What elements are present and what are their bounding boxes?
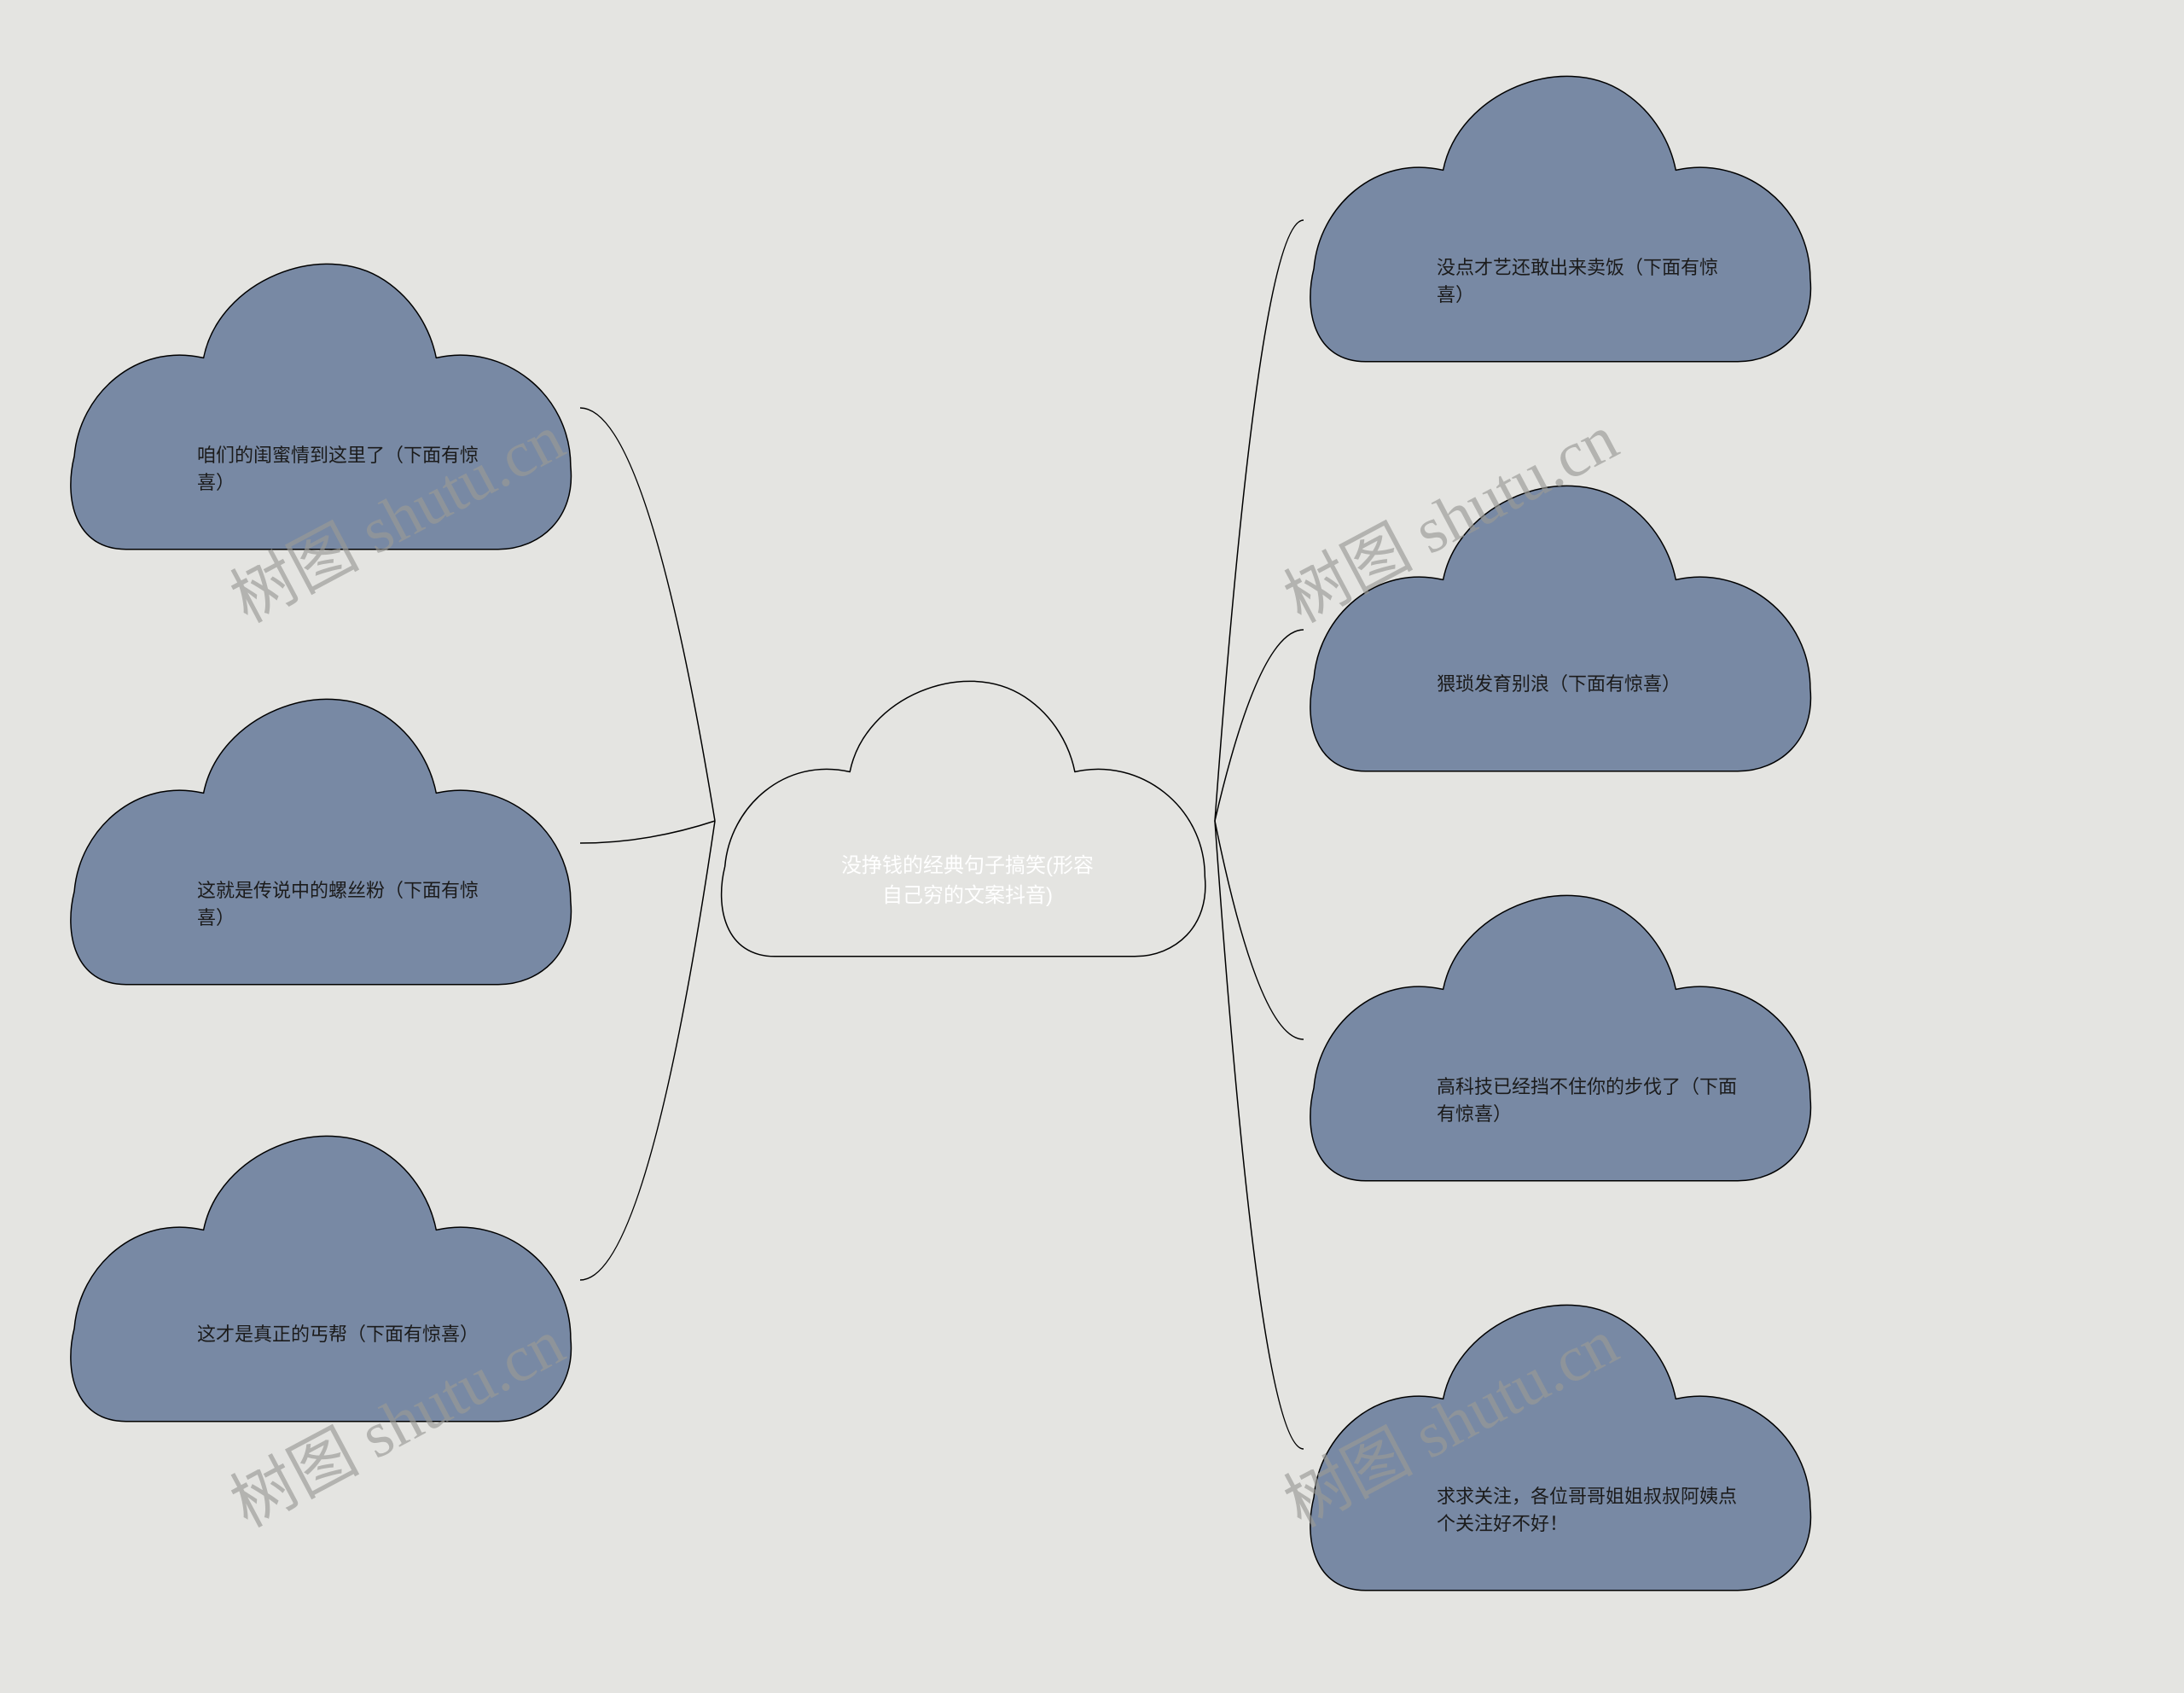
mindmap-center-node: 没挣钱的经典句子搞笑(形容自己穷的文案抖音): [715, 657, 1215, 981]
node-label: 这才是真正的丐帮（下面有惊喜）: [197, 1321, 506, 1348]
mindmap-node: 没点才艺还敢出来卖饭（下面有惊喜）: [1304, 51, 1821, 387]
mindmap-node: 求求关注，各位哥哥姐姐叔叔阿姨点个关注好不好！: [1304, 1280, 1821, 1616]
node-label: 咱们的闺蜜情到这里了（下面有惊喜）: [197, 442, 506, 497]
node-label: 求求关注，各位哥哥姐姐叔叔阿姨点个关注好不好！: [1437, 1483, 1745, 1538]
mindmap-node: 咱们的闺蜜情到这里了（下面有惊喜）: [64, 239, 581, 575]
center-node-label: 没挣钱的经典句子搞笑(形容自己穷的文案抖音): [833, 852, 1102, 911]
mindmap-node: 这才是真正的丐帮（下面有惊喜）: [64, 1111, 581, 1447]
mindmap-node: 这就是传说中的螺丝粉（下面有惊喜）: [64, 674, 581, 1010]
mindmap-node: 猥琐发育别浪（下面有惊喜）: [1304, 461, 1821, 797]
mindmap-canvas: 没挣钱的经典句子搞笑(形容自己穷的文案抖音) 咱们的闺蜜情到这里了（下面有惊喜） 这…: [0, 0, 2184, 1693]
mindmap-node: 高科技已经挡不住你的步伐了（下面有惊喜）: [1304, 870, 1821, 1207]
node-label: 高科技已经挡不住你的步伐了（下面有惊喜）: [1437, 1073, 1745, 1128]
node-label: 没点才艺还敢出来卖饭（下面有惊喜）: [1437, 254, 1745, 309]
node-label: 这就是传说中的螺丝粉（下面有惊喜）: [197, 877, 506, 932]
node-label: 猥琐发育别浪（下面有惊喜）: [1437, 671, 1745, 698]
